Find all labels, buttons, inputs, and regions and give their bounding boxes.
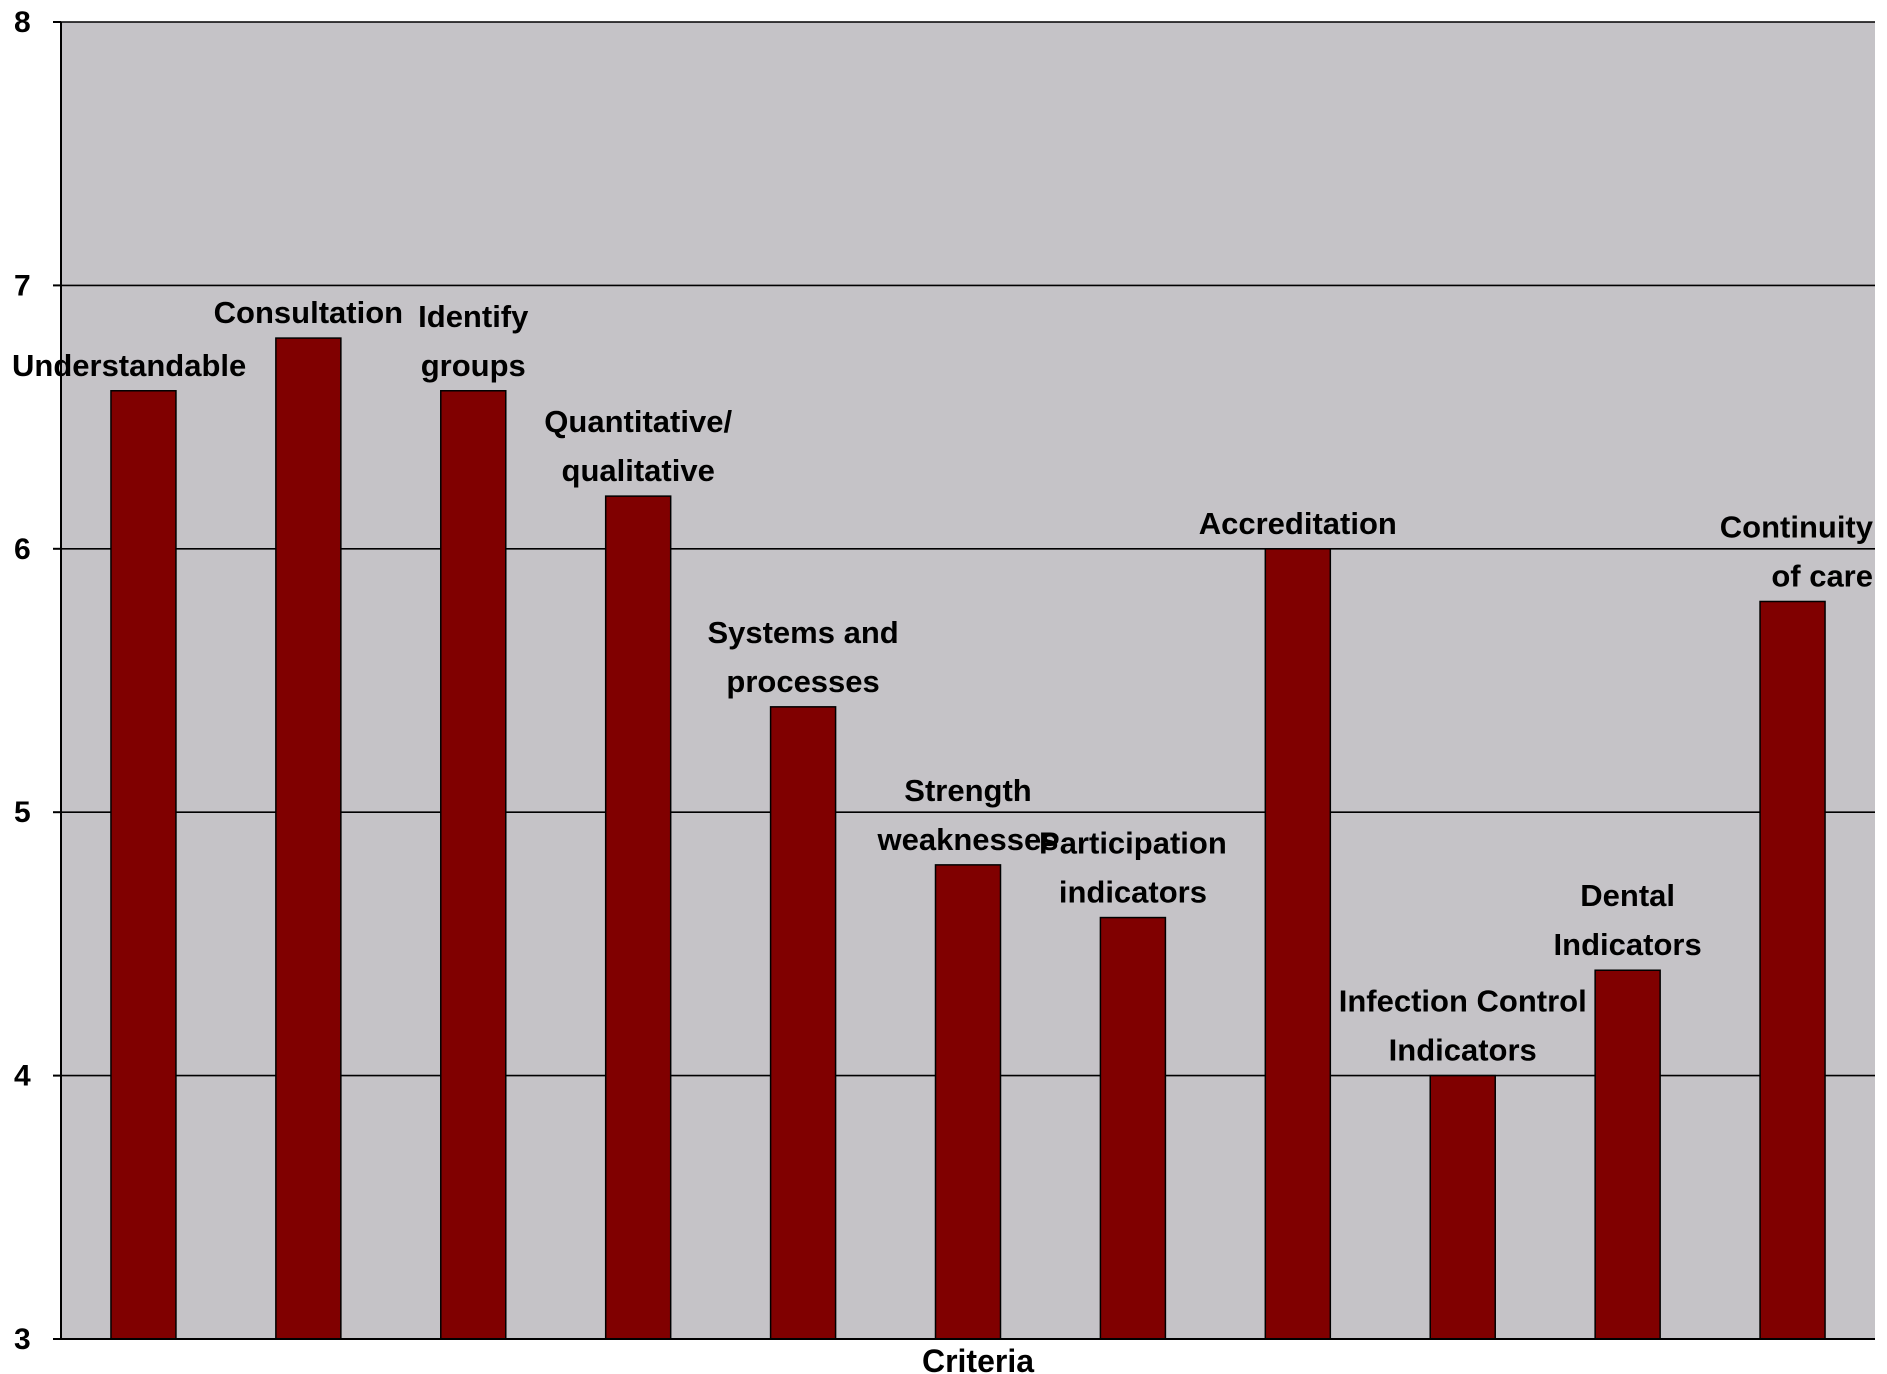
y-tick-label: 3 bbox=[14, 1323, 31, 1356]
data-label: Understandable bbox=[12, 348, 246, 383]
data-label: Indicators bbox=[1389, 1033, 1537, 1068]
data-label: processes bbox=[726, 664, 879, 699]
bar bbox=[1759, 600, 1826, 1340]
data-label: Participation bbox=[1039, 826, 1227, 861]
data-label: Strength bbox=[904, 773, 1031, 808]
data-label: Quantitative/ bbox=[544, 404, 732, 439]
data-label: Systems and bbox=[707, 615, 898, 650]
data-label: Continuity bbox=[1720, 509, 1874, 544]
data-label: Dental bbox=[1580, 878, 1675, 913]
data-label: Indicators bbox=[1554, 927, 1702, 962]
bar bbox=[1429, 1074, 1496, 1340]
bar bbox=[934, 864, 1002, 1340]
data-label: Accreditation bbox=[1199, 506, 1397, 541]
axes: 3 4 5 6 7 8 bbox=[14, 6, 1875, 1356]
data-label: groups bbox=[421, 348, 526, 383]
data-label: Infection Control bbox=[1339, 984, 1587, 1019]
y-tick-label: 8 bbox=[14, 6, 31, 39]
bar bbox=[1264, 548, 1332, 1340]
data-label: qualitative bbox=[562, 453, 715, 488]
bars bbox=[110, 337, 1826, 1340]
bar bbox=[110, 390, 177, 1340]
bar bbox=[275, 337, 342, 1340]
bar bbox=[1099, 916, 1167, 1340]
data-label: Identify bbox=[418, 299, 529, 334]
x-axis-title: Criteria bbox=[922, 1343, 1034, 1374]
y-tick-label: 5 bbox=[14, 796, 31, 829]
bar bbox=[769, 706, 837, 1340]
bar bbox=[604, 495, 672, 1340]
y-tick-label: 7 bbox=[14, 269, 31, 302]
y-tick-label: 6 bbox=[14, 533, 31, 566]
data-label: Consultation bbox=[214, 295, 403, 330]
y-tick-label: 4 bbox=[14, 1060, 31, 1093]
bar bbox=[440, 390, 507, 1340]
gridlines bbox=[61, 21, 1875, 1077]
data-label: of care bbox=[1771, 558, 1873, 593]
data-label: indicators bbox=[1059, 875, 1207, 910]
bar bbox=[1594, 969, 1661, 1340]
data-labels: Understandable Consultation Identify groups… bbox=[12, 295, 1874, 1068]
data-label: weaknesses bbox=[877, 822, 1059, 857]
